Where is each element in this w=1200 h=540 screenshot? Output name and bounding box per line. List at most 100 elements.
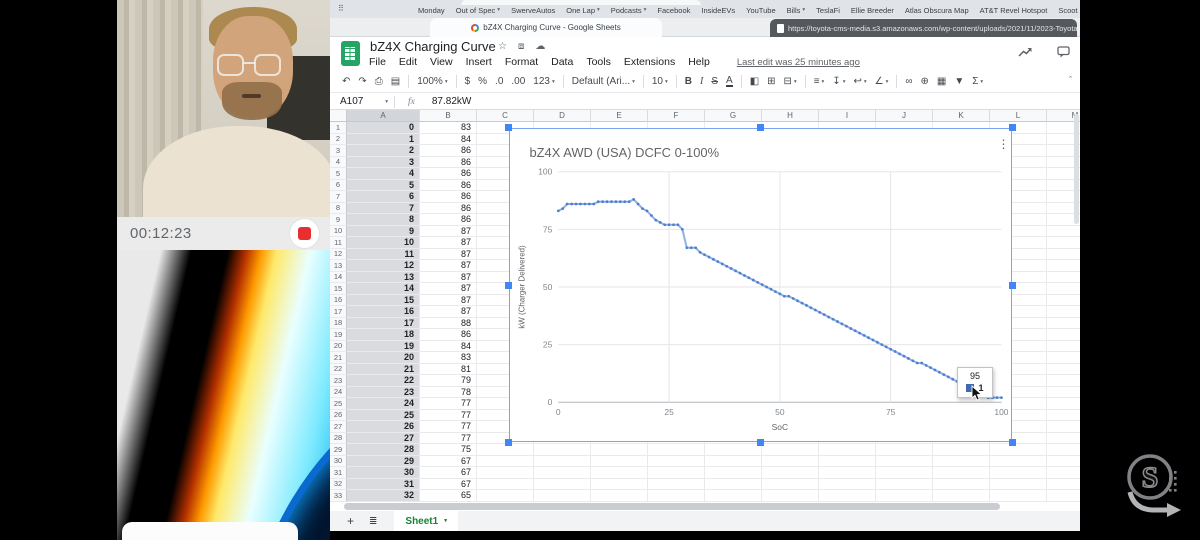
stop-recording-button[interactable] — [290, 219, 319, 248]
chart-resize-handle[interactable] — [1009, 282, 1016, 289]
chart-resize-handle[interactable] — [505, 124, 512, 131]
cell-B11[interactable]: 87 — [420, 237, 477, 249]
sheet-tab-sheet1[interactable]: Sheet1 ▾ — [394, 511, 458, 531]
cell-A8[interactable]: 7 — [347, 202, 420, 214]
horizontal-scrollbar[interactable] — [344, 503, 1000, 510]
row-header-12[interactable]: 12 — [330, 248, 347, 260]
horizontal-align-button[interactable]: ≡ ▾ — [814, 76, 825, 87]
cell-E32[interactable] — [591, 478, 648, 490]
merge-cells-button[interactable]: ⊟ ▾ — [784, 76, 797, 87]
embedded-chart[interactable]: 0 25 50 75 100 0 25 50 75 100 bZ4X AWD (USA) DCFC … — [509, 128, 1012, 442]
bookmark-item[interactable]: SwerveAutos — [511, 5, 556, 15]
cell-A27[interactable]: 26 — [347, 421, 420, 433]
cell-B15[interactable]: 87 — [420, 283, 477, 295]
cell-J32[interactable] — [876, 478, 933, 490]
chart-resize-handle[interactable] — [505, 282, 512, 289]
cell-B12[interactable]: 87 — [420, 248, 477, 260]
cell-L7[interactable] — [990, 191, 1047, 203]
cell-B30[interactable]: 67 — [420, 455, 477, 467]
cell-A4[interactable]: 3 — [347, 156, 420, 168]
cell-L4[interactable] — [990, 156, 1047, 168]
cell-I33[interactable] — [819, 490, 876, 502]
cell-A21[interactable]: 20 — [347, 352, 420, 364]
cell-E31[interactable] — [591, 467, 648, 479]
column-header-G[interactable]: G — [705, 110, 762, 122]
row-header-6[interactable]: 6 — [330, 179, 347, 191]
cell-M28[interactable] — [1047, 433, 1080, 444]
text-wrap-button[interactable]: ↩ ▾ — [853, 76, 866, 87]
font-size-select[interactable]: 10 ▾ — [652, 76, 668, 87]
menu-insert[interactable]: Insert — [465, 56, 492, 68]
cell-L33[interactable] — [990, 490, 1047, 502]
cell-B27[interactable]: 77 — [420, 421, 477, 433]
menu-data[interactable]: Data — [551, 56, 574, 68]
cell-B8[interactable]: 86 — [420, 202, 477, 214]
fill-color-button[interactable]: ◧ — [750, 76, 759, 87]
row-header-22[interactable]: 22 — [330, 363, 347, 375]
cell-F30[interactable] — [648, 455, 705, 467]
cell-M24[interactable] — [1047, 387, 1080, 398]
create-filter-button[interactable]: ▼ — [954, 76, 964, 87]
cell-G32[interactable] — [705, 478, 762, 490]
cell-A1[interactable]: 0 — [347, 122, 420, 134]
chart-resize-handle[interactable] — [505, 439, 512, 446]
cell-M25[interactable] — [1047, 398, 1080, 410]
column-header-I[interactable]: I — [819, 110, 876, 122]
cell-L32[interactable] — [990, 478, 1047, 490]
column-header-H[interactable]: H — [762, 110, 819, 122]
row-header-25[interactable]: 25 — [330, 398, 347, 410]
cell-A30[interactable]: 29 — [347, 455, 420, 467]
last-edit-status[interactable]: Last edit was 25 minutes ago — [736, 56, 860, 68]
chart-resize-handle[interactable] — [757, 124, 764, 131]
cell-M26[interactable] — [1047, 410, 1080, 421]
row-header-15[interactable]: 15 — [330, 283, 347, 295]
row-header-23[interactable]: 23 — [330, 375, 347, 387]
row-header-32[interactable]: 32 — [330, 478, 347, 490]
cell-I29[interactable] — [819, 444, 876, 456]
row-header-21[interactable]: 21 — [330, 352, 347, 364]
cell-M20[interactable] — [1047, 341, 1080, 352]
bookmark-item[interactable]: Monday — [418, 5, 445, 15]
cell-B7[interactable]: 86 — [420, 191, 477, 203]
cell-M29[interactable] — [1047, 444, 1080, 456]
bookmark-item[interactable]: Ellie Breeder — [850, 5, 894, 15]
column-header-A[interactable]: A — [347, 110, 420, 122]
cell-I31[interactable] — [819, 467, 876, 479]
cell-L6[interactable] — [990, 179, 1047, 191]
cell-L2[interactable] — [990, 133, 1047, 145]
print-button[interactable]: ⎙ — [375, 76, 383, 87]
cell-L30[interactable] — [990, 455, 1047, 467]
cell-B24[interactable]: 78 — [420, 386, 477, 398]
menu-extensions[interactable]: Extensions — [623, 56, 676, 68]
active-tab[interactable]: bZ4X Charging Curve - Google Sheets — [430, 18, 662, 37]
italic-button[interactable]: I — [700, 76, 703, 87]
cell-J29[interactable] — [876, 444, 933, 456]
cell-K31[interactable] — [933, 467, 990, 479]
cell-J30[interactable] — [876, 455, 933, 467]
cell-M23[interactable] — [1047, 375, 1080, 387]
row-header-10[interactable]: 10 — [330, 225, 347, 237]
cell-M19[interactable] — [1047, 329, 1080, 341]
cell-J31[interactable] — [876, 467, 933, 479]
column-header-J[interactable]: J — [876, 110, 933, 122]
cell-B2[interactable]: 84 — [420, 133, 477, 145]
paint-format-button[interactable]: ▤ — [391, 76, 400, 87]
cell-K32[interactable] — [933, 478, 990, 490]
cell-M4[interactable] — [1047, 157, 1080, 168]
more-formats[interactable]: 123 ▾ — [533, 76, 554, 87]
row-header-31[interactable]: 31 — [330, 467, 347, 479]
row-header-17[interactable]: 17 — [330, 306, 347, 318]
cell-M16[interactable] — [1047, 295, 1080, 306]
cell-J33[interactable] — [876, 490, 933, 502]
cell-C31[interactable] — [477, 467, 534, 479]
row-header-27[interactable]: 27 — [330, 421, 347, 433]
row-header-20[interactable]: 20 — [330, 340, 347, 352]
cell-M31[interactable] — [1047, 467, 1080, 479]
cell-L10[interactable] — [990, 225, 1047, 237]
row-header-16[interactable]: 16 — [330, 294, 347, 306]
row-header-4[interactable]: 4 — [330, 156, 347, 168]
menu-file[interactable]: File — [369, 56, 386, 68]
bookmark-item[interactable]: Scootz Review Units — [1058, 5, 1078, 15]
cell-M18[interactable] — [1047, 318, 1080, 329]
cell-A22[interactable]: 21 — [347, 363, 420, 375]
